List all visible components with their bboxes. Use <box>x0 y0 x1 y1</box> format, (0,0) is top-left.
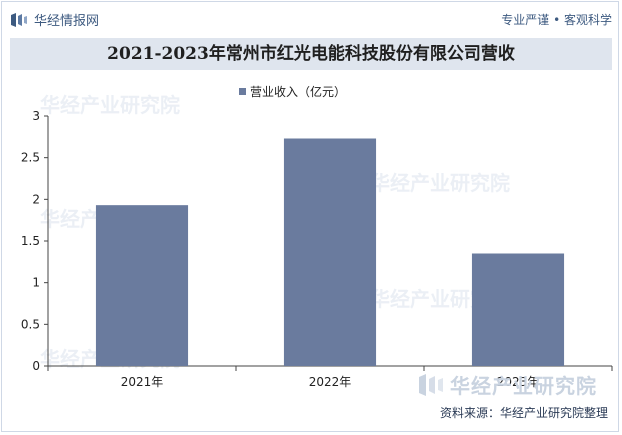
plot-area: 0 0.5 1 1.5 2 2.5 3 2021年 2022年 2023年 <box>21 109 613 389</box>
watermark-label: 华经产业研究院 <box>450 374 597 398</box>
watermark-text: 华经产业研究院 <box>370 171 510 195</box>
brand: 华经情报网 <box>10 10 99 29</box>
legend-label: 营业收入（亿元） <box>250 84 346 99</box>
x-tick-label: 2022年 <box>309 375 352 389</box>
top-bar: 华经情报网 专业严谨 • 客观科学 <box>10 8 612 30</box>
legend: 营业收入（亿元） <box>239 84 346 99</box>
brand-name: 华经情报网 <box>34 14 100 29</box>
brand-logo-icon <box>11 12 27 27</box>
source-note: 资料来源：华经产业研究院整理 <box>439 406 608 420</box>
y-tick-label: 2.5 <box>21 151 40 165</box>
corner-watermark: 华经产业研究院 <box>418 370 597 399</box>
watermark-logo-icon <box>419 373 443 396</box>
y-tick-label: 2 <box>32 192 40 206</box>
motto: 专业严谨 • 客观科学 <box>501 13 612 27</box>
y-tick-label: 1.5 <box>21 234 40 248</box>
legend-swatch <box>239 88 246 95</box>
y-tick-label: 0.5 <box>21 317 40 331</box>
bar <box>283 138 377 366</box>
y-tick-label: 1 <box>32 276 40 290</box>
x-tick-label: 2021年 <box>121 375 164 389</box>
bar <box>471 253 565 366</box>
y-tick-label: 0 <box>32 359 40 373</box>
chart-title: 2021-2023年常州市红光电能科技股份有限公司营收 <box>107 44 515 64</box>
title-band: 2021-2023年常州市红光电能科技股份有限公司营收 <box>10 38 612 70</box>
y-tick-label: 3 <box>32 109 40 123</box>
bar <box>95 205 189 366</box>
x-tick-label: 2023年 <box>497 375 540 389</box>
watermark-text: 华经产业研究院 <box>40 93 180 117</box>
